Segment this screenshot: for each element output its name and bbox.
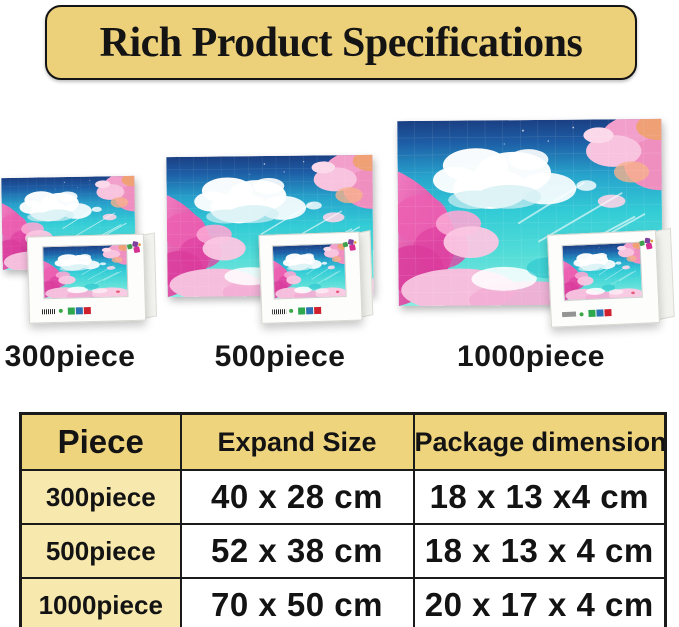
brand-logo-icon — [67, 306, 91, 315]
box-cover-art — [561, 241, 643, 302]
row-label-1000: 1000piece — [19, 577, 182, 627]
title-banner: Rich Product Specifications — [45, 5, 637, 80]
box-front — [258, 231, 363, 324]
piece-count-label-500: 500piece — [214, 340, 346, 373]
piece-count-label-1000: 1000piece — [457, 340, 605, 373]
box-front — [26, 233, 147, 324]
box-bottom-branding — [271, 306, 322, 316]
eco-dot-icon — [58, 308, 63, 314]
puzzle-pieces-icon — [342, 238, 357, 252]
package-dimensions-1000: 20 x 17 x 4 cm — [412, 577, 667, 627]
barcode-icon — [271, 308, 287, 315]
box-bottom-branding — [41, 306, 91, 315]
expand-size-300: 40 x 28 cm — [179, 469, 415, 525]
puzzle-pieces-icon — [126, 240, 141, 254]
expand-size-500: 52 x 38 cm — [179, 523, 415, 579]
table-row: 500piece 52 x 38 cm 18 x 13 x 4 cm — [19, 523, 667, 579]
brand-logo-icon — [588, 309, 612, 318]
box-bottom-branding — [562, 309, 612, 319]
puzzle-box-300 — [26, 232, 157, 324]
spec-table: Piece Expand Size Package dimensions 300… — [19, 412, 667, 627]
table-header-row: Piece Expand Size Package dimensions — [19, 412, 667, 471]
puzzle-box-1000 — [547, 227, 675, 328]
row-label-500: 500piece — [19, 523, 182, 579]
table-row: 300piece 40 x 28 cm 18 x 13 x4 cm — [19, 469, 667, 525]
eco-dot-icon — [579, 311, 584, 317]
table-row: 1000piece 70 x 50 cm 20 x 17 x 4 cm — [19, 577, 667, 627]
barcode-icon — [562, 311, 577, 318]
package-dimensions-300: 18 x 13 x4 cm — [412, 469, 667, 525]
box-cover-art — [271, 242, 347, 300]
box-front — [547, 229, 660, 328]
expand-size-1000: 70 x 50 cm — [179, 577, 415, 627]
page-title: Rich Product Specifications — [99, 19, 583, 66]
spec-table-container: Piece Expand Size Package dimensions 300… — [19, 412, 667, 627]
box-cover-art — [41, 244, 129, 300]
puzzle-box-500 — [258, 230, 374, 324]
eco-dot-icon — [288, 308, 294, 314]
row-label-300: 300piece — [19, 469, 182, 525]
package-dimensions-500: 18 x 13 x 4 cm — [412, 523, 667, 579]
piece-count-label-300: 300piece — [4, 340, 136, 373]
col-header-package-dimensions: Package dimensions — [412, 412, 667, 471]
col-header-expand-size: Expand Size — [179, 412, 415, 471]
barcode-icon — [41, 308, 56, 315]
brand-logo-icon — [297, 306, 322, 315]
col-header-piece: Piece — [19, 412, 182, 471]
puzzle-pieces-icon — [638, 237, 654, 251]
